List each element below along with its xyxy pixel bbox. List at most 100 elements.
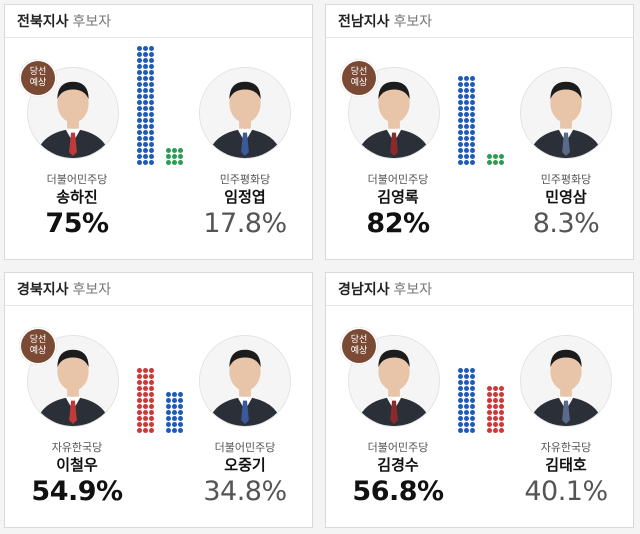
vote-dot xyxy=(458,392,463,397)
vote-dot xyxy=(493,410,498,415)
elected-badge: 당선 예상 xyxy=(19,327,57,365)
vote-dot xyxy=(143,52,148,57)
vote-dot xyxy=(137,404,142,409)
vote-dot xyxy=(458,368,463,373)
runnerup-photo xyxy=(520,335,612,427)
vote-dot xyxy=(458,94,463,99)
vote-dot xyxy=(149,82,154,87)
vote-dot xyxy=(470,154,475,159)
vote-dot xyxy=(149,124,154,129)
vote-dot xyxy=(149,136,154,141)
vote-dot xyxy=(458,374,463,379)
vote-dot xyxy=(458,160,463,165)
vote-dot xyxy=(137,112,142,117)
vote-dot xyxy=(172,148,177,153)
vote-dot xyxy=(137,94,142,99)
vote-dot xyxy=(149,106,154,111)
vote-dot xyxy=(149,410,154,415)
vote-dot xyxy=(470,94,475,99)
vote-dot xyxy=(499,154,504,159)
vote-dot xyxy=(149,398,154,403)
vote-dot xyxy=(487,422,492,427)
card-title: 전남지사 후보자 xyxy=(338,14,433,30)
vote-dot xyxy=(470,416,475,421)
vote-dot xyxy=(137,154,142,159)
vote-dot xyxy=(166,404,171,409)
vote-dot xyxy=(137,100,142,105)
vote-dot xyxy=(172,392,177,397)
card-title: 전북지사 후보자 xyxy=(17,14,112,30)
vote-dot xyxy=(499,410,504,415)
winner-name: 송하진 xyxy=(56,188,98,206)
vote-dot xyxy=(166,148,171,153)
vote-dot xyxy=(458,76,463,81)
card-title: 경남지사 후보자 xyxy=(338,282,433,298)
vote-dot xyxy=(493,392,498,397)
vote-dot xyxy=(149,148,154,153)
vote-dot xyxy=(464,94,469,99)
vote-dot xyxy=(143,46,148,51)
vote-dot xyxy=(178,398,183,403)
divider xyxy=(326,305,633,306)
vote-dot xyxy=(470,124,475,129)
card-title: 경북지사 후보자 xyxy=(17,282,112,298)
vote-dot xyxy=(149,154,154,159)
vote-dot xyxy=(464,136,469,141)
vote-dot xyxy=(493,428,498,433)
vote-dot xyxy=(137,118,142,123)
vote-dot xyxy=(166,422,171,427)
vote-dot xyxy=(149,422,154,427)
runnerup-photo xyxy=(520,67,612,159)
vote-dot xyxy=(149,380,154,385)
vote-dot xyxy=(143,76,148,81)
region-card-jeonnam: 전남지사 후보자 당선 예상 더불어민주당 김영록 82% 민주평화당 민영삼 8.… xyxy=(325,4,634,260)
runnerup-party: 자유한국당 xyxy=(540,441,592,454)
runnerup-percent: 34.8% xyxy=(203,476,287,507)
winner-vote-bar xyxy=(137,46,154,165)
winner-vote-bar xyxy=(458,368,475,433)
winner-party: 자유한국당 xyxy=(51,441,103,454)
vote-dot xyxy=(470,404,475,409)
vote-dot xyxy=(464,148,469,153)
vote-dot xyxy=(178,410,183,415)
vote-dot xyxy=(470,136,475,141)
vote-dot xyxy=(149,392,154,397)
vote-dot xyxy=(470,422,475,427)
vote-dot xyxy=(166,392,171,397)
vote-dot xyxy=(493,154,498,159)
vote-dot xyxy=(143,154,148,159)
vote-dot xyxy=(143,88,148,93)
vote-dot xyxy=(464,118,469,123)
vote-dot xyxy=(143,392,148,397)
divider xyxy=(5,305,312,306)
vote-dot xyxy=(487,154,492,159)
person-icon xyxy=(200,68,290,158)
region-card-gyeongbuk: 경북지사 후보자 당선 예상 자유한국당 이철우 54.9% 더불어민주당 오중기 … xyxy=(4,272,313,528)
vote-dot xyxy=(149,118,154,123)
vote-dot xyxy=(166,410,171,415)
vote-dot xyxy=(487,160,492,165)
runnerup-vote-bar xyxy=(166,148,183,165)
vote-dot xyxy=(149,130,154,135)
vote-dot xyxy=(166,154,171,159)
vote-dot xyxy=(464,416,469,421)
vote-dot xyxy=(172,398,177,403)
vote-dot xyxy=(137,82,142,87)
vote-dot xyxy=(458,112,463,117)
vote-dot xyxy=(137,148,142,153)
runnerup-vote-bar xyxy=(487,386,504,433)
vote-dot xyxy=(458,118,463,123)
winner-percent: 75% xyxy=(45,208,109,239)
vote-dot xyxy=(458,428,463,433)
vote-dot xyxy=(499,428,504,433)
vote-dot xyxy=(464,422,469,427)
winner-percent: 82% xyxy=(366,208,430,239)
vote-dot xyxy=(487,410,492,415)
vote-dot xyxy=(470,160,475,165)
vote-dot xyxy=(464,88,469,93)
vote-dot xyxy=(458,148,463,153)
vote-dot xyxy=(470,106,475,111)
vote-dot xyxy=(137,52,142,57)
vote-dot xyxy=(464,368,469,373)
vote-dot xyxy=(149,76,154,81)
